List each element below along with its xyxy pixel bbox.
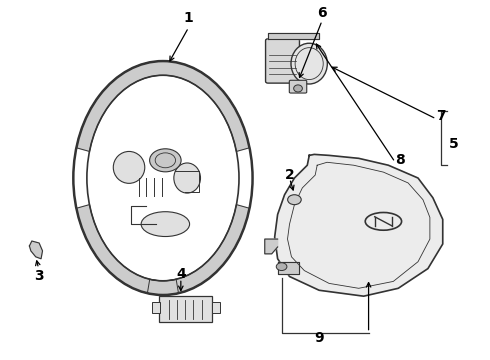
Text: 6: 6 [318,6,327,20]
Ellipse shape [291,43,327,84]
Polygon shape [147,204,249,295]
FancyBboxPatch shape [159,296,212,322]
Ellipse shape [141,212,190,237]
Text: 7: 7 [437,109,446,123]
Polygon shape [265,239,278,254]
Text: 5: 5 [448,136,458,150]
Ellipse shape [149,149,181,172]
Polygon shape [76,61,249,152]
FancyBboxPatch shape [152,302,160,313]
Ellipse shape [113,152,145,183]
Text: 4: 4 [176,267,186,281]
Text: 3: 3 [34,270,44,283]
Ellipse shape [294,85,302,92]
Polygon shape [76,204,178,295]
Text: 2: 2 [285,168,294,182]
Text: 1: 1 [184,10,194,24]
Ellipse shape [276,263,287,271]
Ellipse shape [174,163,200,193]
FancyBboxPatch shape [266,39,299,83]
FancyBboxPatch shape [289,80,307,93]
Text: 8: 8 [395,153,405,167]
Polygon shape [275,154,443,296]
Ellipse shape [288,195,301,204]
Polygon shape [268,33,319,39]
Text: 9: 9 [315,330,324,345]
FancyBboxPatch shape [212,302,220,313]
Polygon shape [29,241,43,259]
Polygon shape [278,262,299,274]
